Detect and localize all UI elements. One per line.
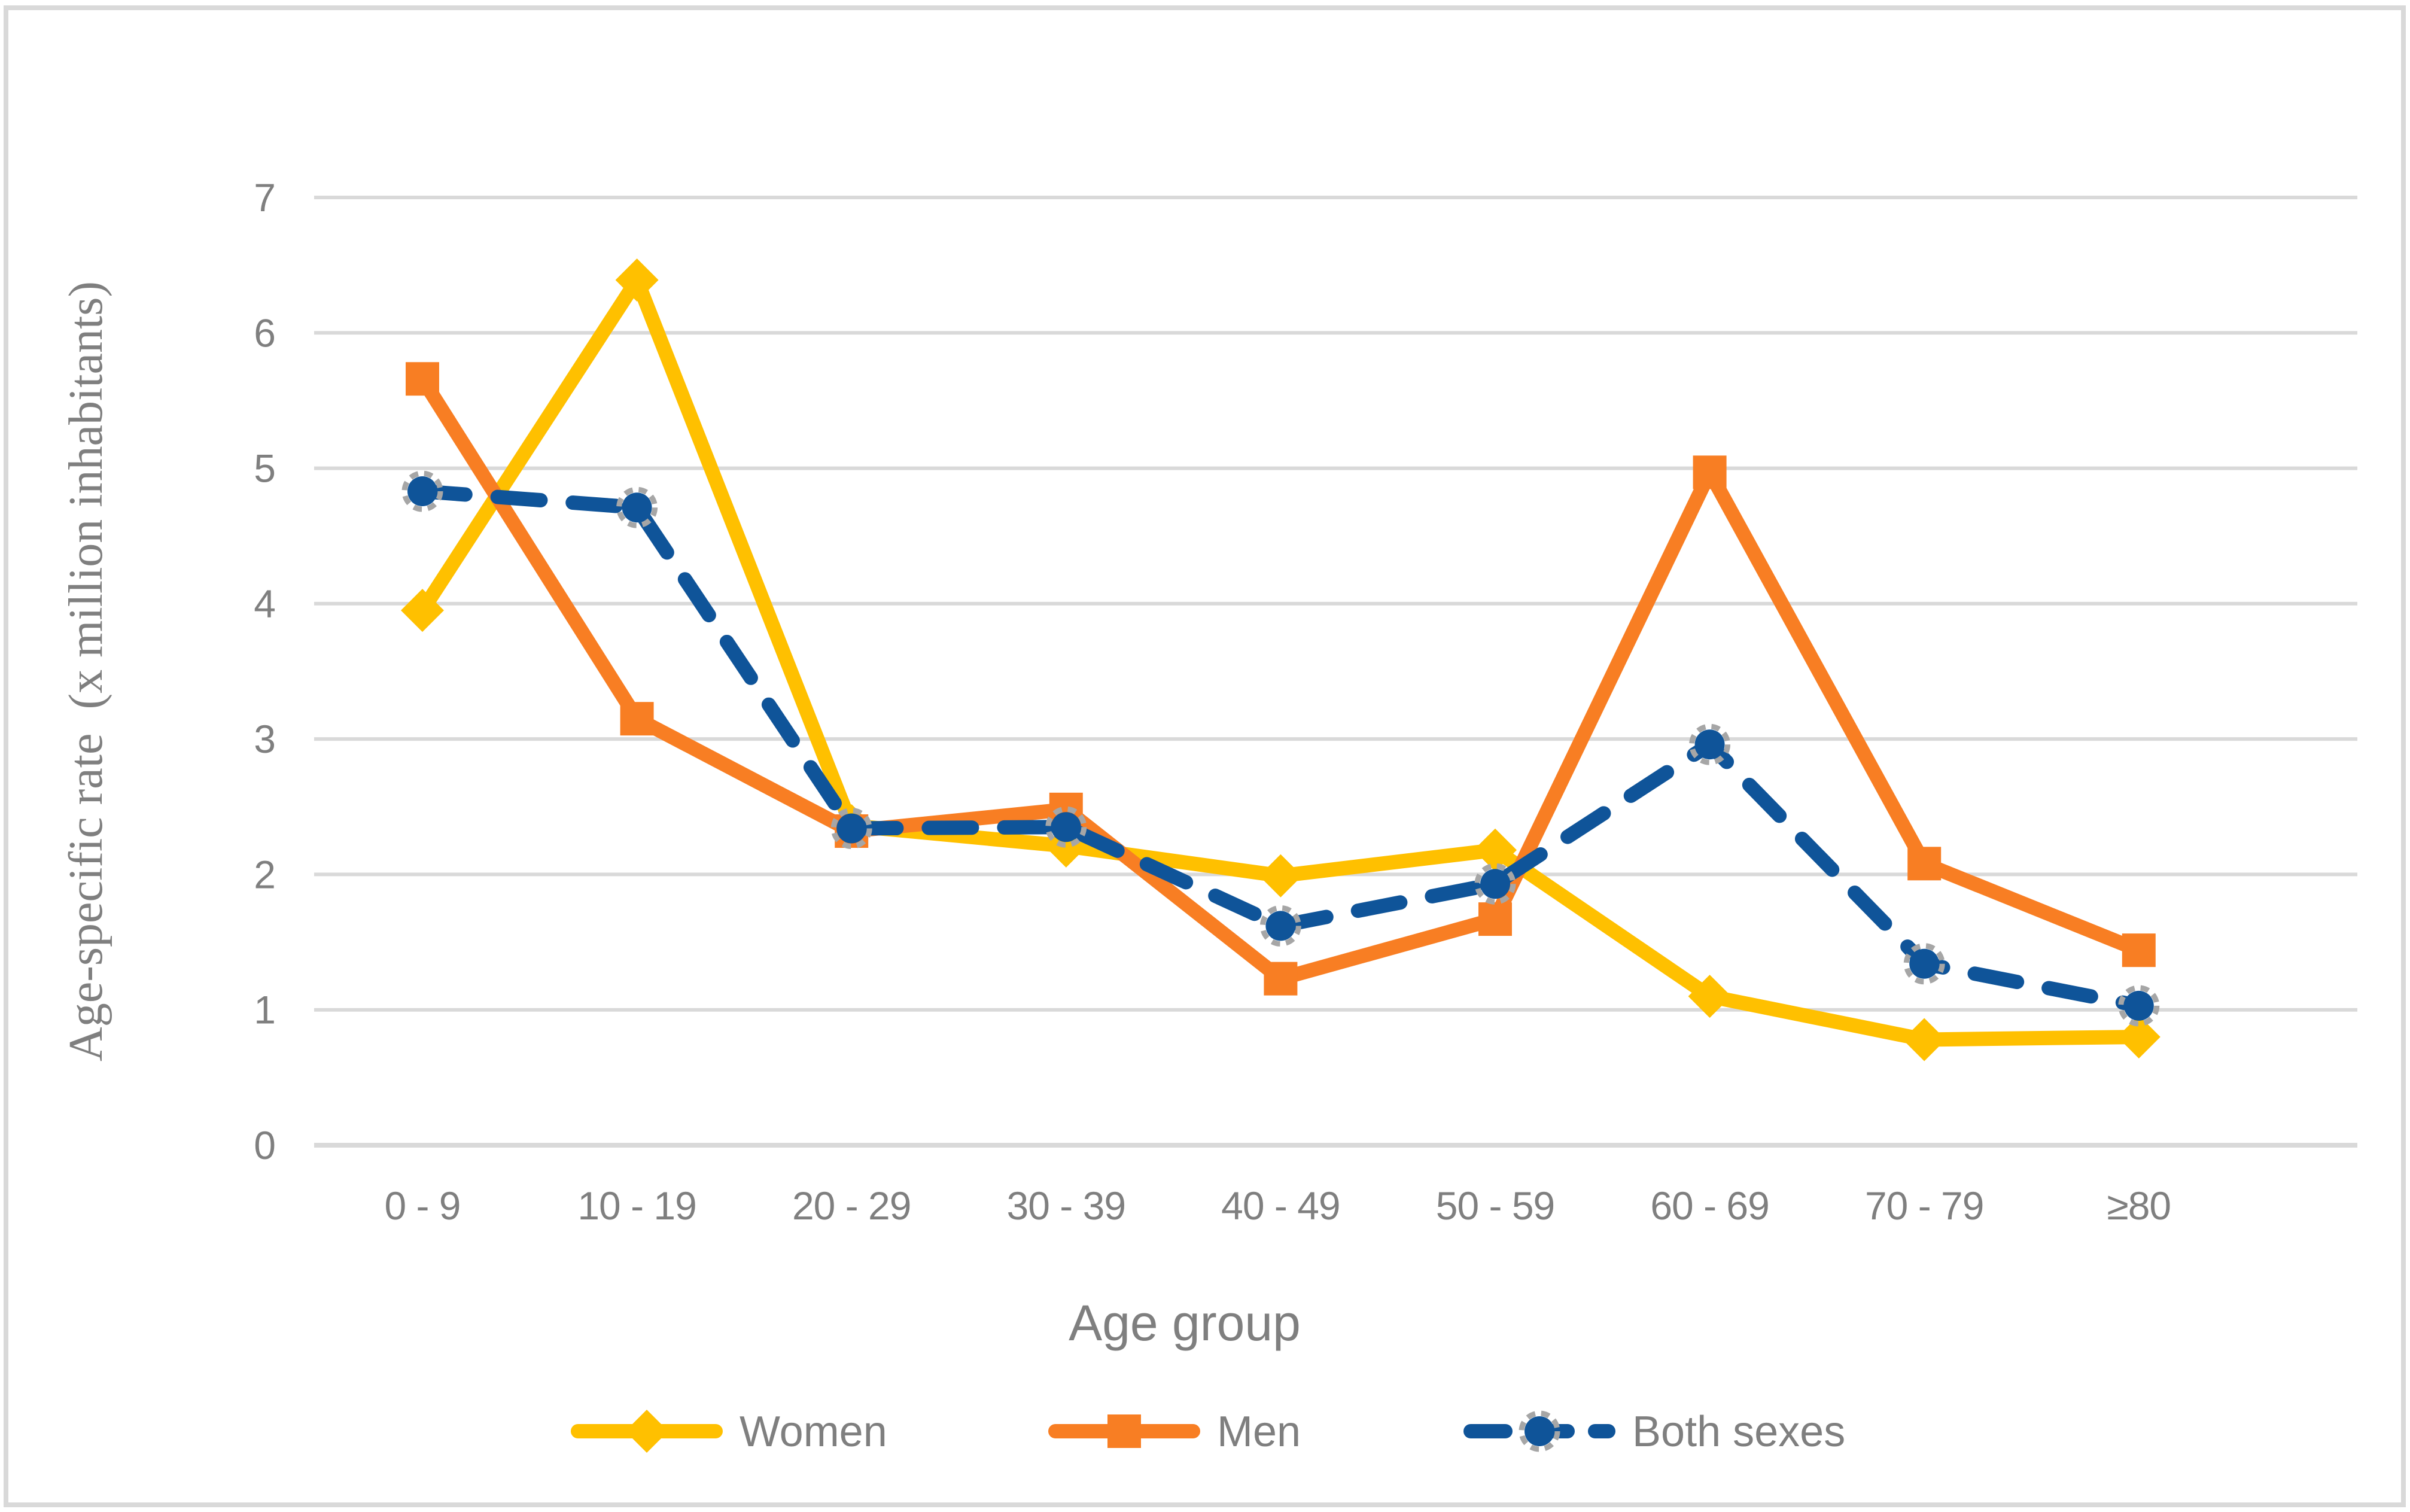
x-tick-label: 10 - 19 — [577, 1184, 696, 1228]
series-both-sexes-marker-ring — [401, 470, 443, 512]
x-tick-label: 20 - 29 — [792, 1184, 911, 1228]
series-women-marker — [1474, 828, 1517, 872]
series-men-marker — [1907, 847, 1942, 881]
series-men-marker — [620, 702, 654, 736]
series-both-sexes-marker-ring — [2118, 985, 2160, 1027]
plot-series — [401, 258, 2161, 1061]
legend-marker — [1107, 1414, 1141, 1448]
legend-label: Women — [740, 1408, 887, 1456]
series-both-sexes-marker — [1480, 869, 1510, 899]
y-tick-label: 4 — [254, 582, 275, 626]
legend-marker — [625, 1410, 668, 1453]
series-both-sexes-marker — [622, 492, 652, 523]
series-women-marker — [1259, 854, 1303, 898]
legend-item-both-sexes: Both sexes — [1463, 1408, 1845, 1456]
legend: Women Men Both sexes — [571, 1408, 1845, 1456]
series-men-marker — [1478, 902, 1512, 936]
series-both-sexes-marker — [1694, 729, 1725, 760]
y-tick-label: 5 — [254, 446, 275, 491]
series-both-sexes-marker-ring — [1903, 943, 1945, 985]
y-axis-tick-labels: 0 1 2 3 4 5 6 7 — [254, 175, 276, 1167]
y-tick-label: 6 — [254, 311, 275, 355]
x-tick-label: 40 - 49 — [1221, 1184, 1340, 1228]
x-tick-label: ≥80 — [2107, 1184, 2171, 1228]
x-axis-tick-labels: 0 - 9 10 - 19 20 - 29 30 - 39 40 - 49 50 - 59… — [384, 1184, 2171, 1228]
series-women-marker — [2117, 1015, 2161, 1058]
series-both-sexes-marker-ring — [1045, 806, 1087, 848]
series-both-sexes — [401, 470, 2160, 1027]
y-axis-title: Age-specific rate (x million inhabitants… — [60, 281, 112, 1061]
legend-label: Both sexes — [1632, 1408, 1845, 1456]
gridlines — [314, 196, 2357, 1148]
x-tick-label: 30 - 39 — [1007, 1184, 1125, 1228]
x-tick-label: 60 - 69 — [1650, 1184, 1769, 1228]
series-women-marker — [1688, 975, 1732, 1018]
series-both-sexes-marker — [1051, 812, 1081, 842]
x-tick-label: 50 - 59 — [1436, 1184, 1554, 1228]
x-tick-label: 0 - 9 — [384, 1184, 460, 1228]
legend-label: Men — [1217, 1408, 1301, 1456]
series-both-sexes-marker — [836, 813, 867, 844]
series-both-sexes-marker-ring — [830, 807, 872, 849]
series-women-marker — [401, 589, 444, 632]
legend-item-women: Women — [571, 1408, 887, 1456]
series-men — [406, 362, 2156, 996]
series-men-marker — [1693, 455, 1727, 489]
series-both-sexes-marker-ring — [616, 486, 658, 528]
series-both-sexes-marker — [2123, 990, 2154, 1021]
x-tick-label: 70 - 79 — [1865, 1184, 1983, 1228]
series-both-sexes-marker-ring — [1474, 863, 1516, 905]
series-both-sexes-marker — [1265, 911, 1296, 941]
series-men-marker — [2122, 933, 2156, 968]
y-tick-label: 1 — [254, 988, 275, 1032]
y-tick-label: 7 — [254, 175, 275, 220]
series-women-marker — [1903, 1018, 1946, 1061]
series-men-marker — [406, 362, 439, 396]
figure-border — [4, 5, 2406, 1507]
x-axis-title: Age group — [1069, 1295, 1301, 1351]
series-women-marker — [615, 258, 659, 302]
y-tick-label: 2 — [254, 852, 275, 896]
series-men-marker — [1264, 962, 1298, 996]
y-tick-label: 0 — [254, 1123, 275, 1167]
series-both-sexes-marker-ring — [1689, 723, 1731, 765]
series-both-sexes-marker — [1909, 948, 1940, 979]
legend-marker-ring — [1519, 1410, 1560, 1452]
series-both-sexes-marker — [407, 476, 437, 507]
legend-item-men: Men — [1048, 1408, 1301, 1456]
legend-marker — [1524, 1416, 1554, 1446]
series-both-sexes-marker-ring — [1259, 905, 1301, 947]
y-tick-label: 3 — [254, 717, 275, 761]
